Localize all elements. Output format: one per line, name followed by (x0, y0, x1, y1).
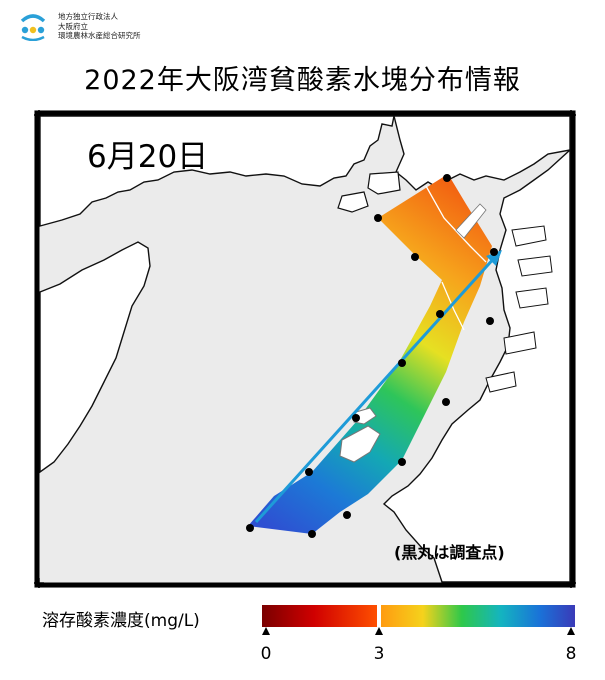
survey-point (398, 359, 406, 367)
east-land (382, 148, 571, 583)
legend-min-label: 0 (260, 644, 272, 664)
page-title: 2022年大阪湾貧酸素水塊分布情報 (84, 65, 521, 96)
east-harbor-1 (511, 225, 547, 247)
survey-point (442, 398, 450, 406)
rokko-island (367, 171, 401, 195)
org-logo-icon (20, 14, 46, 41)
map-frame (34, 110, 576, 588)
transect-arrow (254, 254, 498, 524)
survey-point (490, 248, 498, 256)
transect-arrowhead (486, 250, 502, 266)
do-colorbar (262, 605, 575, 635)
survey-point-note: (黒丸は調査点) (394, 543, 505, 562)
colorbar-low-segment (262, 605, 378, 627)
east-harbor-5 (485, 371, 517, 393)
legend-max-label: 8 (565, 644, 577, 664)
airport-island (339, 425, 381, 463)
org-name: 地方独立行政法人 大阪府立 環境農林水産総合研究所 (58, 12, 141, 41)
survey-point (486, 317, 494, 325)
survey-point (443, 174, 451, 182)
east-harbor-2 (517, 255, 553, 277)
org-name-line2: 大阪府立 (58, 21, 88, 31)
survey-point (308, 530, 316, 538)
survey-point (436, 310, 444, 318)
survey-point (246, 524, 254, 532)
survey-points (246, 174, 498, 538)
east-harbor-3 (515, 287, 549, 309)
legend-threshold-label: 3 (373, 644, 385, 664)
colorbar-tick-8 (567, 627, 575, 635)
org-logo: 地方独立行政法人 大阪府立 環境農林水産総合研究所 (18, 10, 218, 46)
survey-point (305, 468, 313, 476)
survey-point (352, 414, 360, 422)
colorbar-threshold-mark (377, 605, 381, 627)
north-structure (455, 203, 487, 239)
port-island (337, 191, 369, 213)
legend-label: 溶存酸素濃度(mg/L) (42, 611, 200, 631)
do-contour-1 (425, 185, 487, 263)
frame-ticks (34, 110, 576, 588)
colorbar-tick-3 (375, 627, 383, 635)
east-harbor-4 (503, 331, 537, 355)
survey-point (343, 511, 351, 519)
north-land (39, 115, 395, 227)
colorbar-high-segment (380, 605, 575, 627)
org-name-line1: 地方独立行政法人 (58, 12, 118, 21)
survey-point (411, 253, 419, 261)
osaka-bay-map (34, 110, 576, 588)
do-distribution-area (248, 174, 492, 534)
org-name-line3: 環境農林水産総合研究所 (58, 31, 141, 41)
survey-point (374, 214, 382, 222)
survey-point (398, 458, 406, 466)
do-contour-2 (441, 281, 465, 331)
colorbar-tick-0 (262, 627, 270, 635)
awaji-island (39, 241, 151, 474)
date-label: 6月20日 (87, 139, 209, 175)
